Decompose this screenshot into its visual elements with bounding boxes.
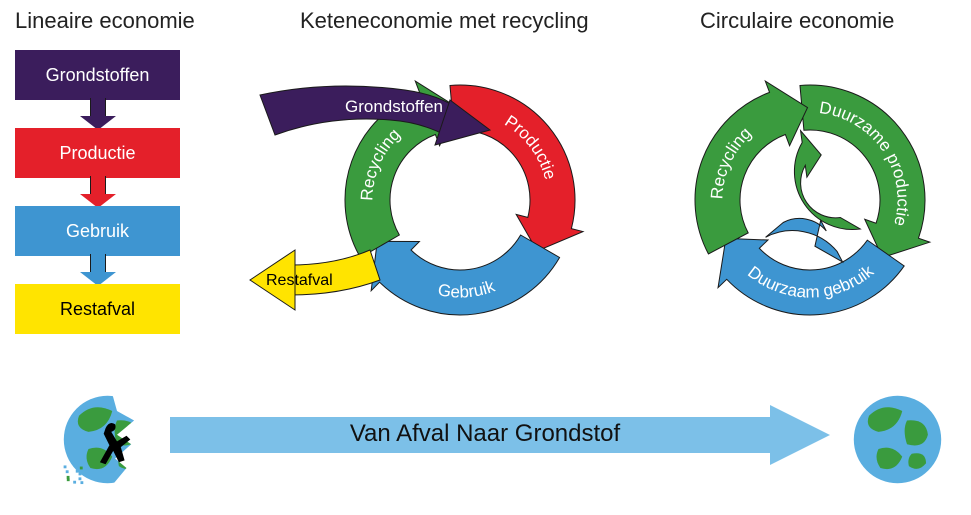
svg-text:Restafval: Restafval	[266, 272, 333, 289]
heading-linear: Lineaire economie	[15, 8, 195, 34]
circular-cycle: Duurzame productieDuurzaam gebruikRecycl…	[660, 50, 960, 350]
linear-arrow-2	[90, 254, 116, 286]
svg-text:Grondstoffen: Grondstoffen	[345, 97, 443, 116]
linear-arrow-1	[90, 176, 116, 208]
circ-inner-0	[794, 131, 860, 230]
globe-whole	[850, 392, 945, 487]
linear-arrow-0	[90, 98, 116, 130]
chain-cycle: ProductieGebruikRecyclingGrondstoffenRes…	[290, 50, 590, 350]
linear-box-gebruik: Gebruik	[15, 206, 180, 256]
chain-seg-1	[371, 235, 559, 315]
globe-broken	[60, 392, 155, 487]
transition-label: Van Afval Naar Grondstof	[185, 420, 785, 448]
heading-chain: Keteneconomie met recycling	[300, 8, 589, 34]
linear-box-productie: Productie	[15, 128, 180, 178]
heading-circular: Circulaire economie	[700, 8, 894, 34]
chain-seg-0	[450, 85, 583, 251]
svg-text:Duurzame productie: Duurzame productie	[818, 98, 913, 228]
linear-box-restafval_bg: Restafval	[15, 284, 180, 334]
linear-box-grondstoffen: Grondstoffen	[15, 50, 180, 100]
